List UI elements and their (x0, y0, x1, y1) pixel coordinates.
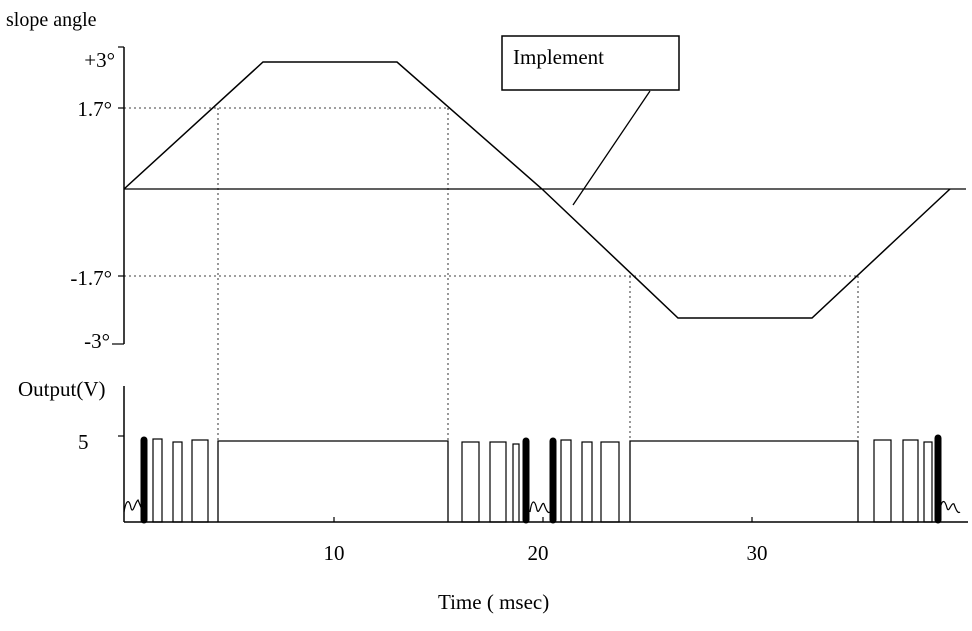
pulse-train (152, 438, 933, 523)
noise-squiggle (939, 500, 961, 514)
noise-squiggle (123, 499, 144, 513)
top-ytick-label: -1.7° (70, 266, 112, 290)
pulse (461, 441, 480, 523)
pulse (600, 441, 620, 523)
pulse (560, 439, 572, 523)
xtick-label: 10 (324, 541, 345, 565)
bottom-ylabel: Output(V) (18, 377, 106, 401)
xlabel: Time ( msec) (438, 590, 549, 614)
slope-curve (123, 61, 951, 319)
pulse (172, 441, 183, 523)
callout-leader (572, 90, 651, 206)
bottom-ytick-label: 5 (78, 430, 89, 454)
reference-guides (124, 107, 859, 522)
output-high-segments (217, 440, 859, 522)
bold-transitions (140, 434, 942, 524)
xtick-label: 30 (747, 541, 768, 565)
pulse (512, 443, 520, 523)
pulse (489, 441, 507, 523)
top-ytick-label: +3° (84, 48, 115, 72)
output-high-segment (629, 440, 859, 522)
top-ytick-label: -3° (84, 329, 110, 353)
top-ytick-label: 1.7° (77, 97, 112, 121)
output-high-segment (217, 440, 449, 522)
callout-text: Implement (513, 45, 604, 69)
xtick-label: 20 (528, 541, 549, 565)
pulse (923, 441, 933, 523)
callout-box (501, 35, 680, 91)
pulse (191, 439, 209, 523)
pulse (873, 439, 892, 523)
noise-squiggle (529, 501, 551, 514)
noise-squiggles (123, 499, 961, 514)
top-ylabel: slope angle (6, 9, 97, 31)
pulse (152, 438, 163, 523)
pulse (902, 439, 919, 523)
pulse (581, 441, 593, 523)
